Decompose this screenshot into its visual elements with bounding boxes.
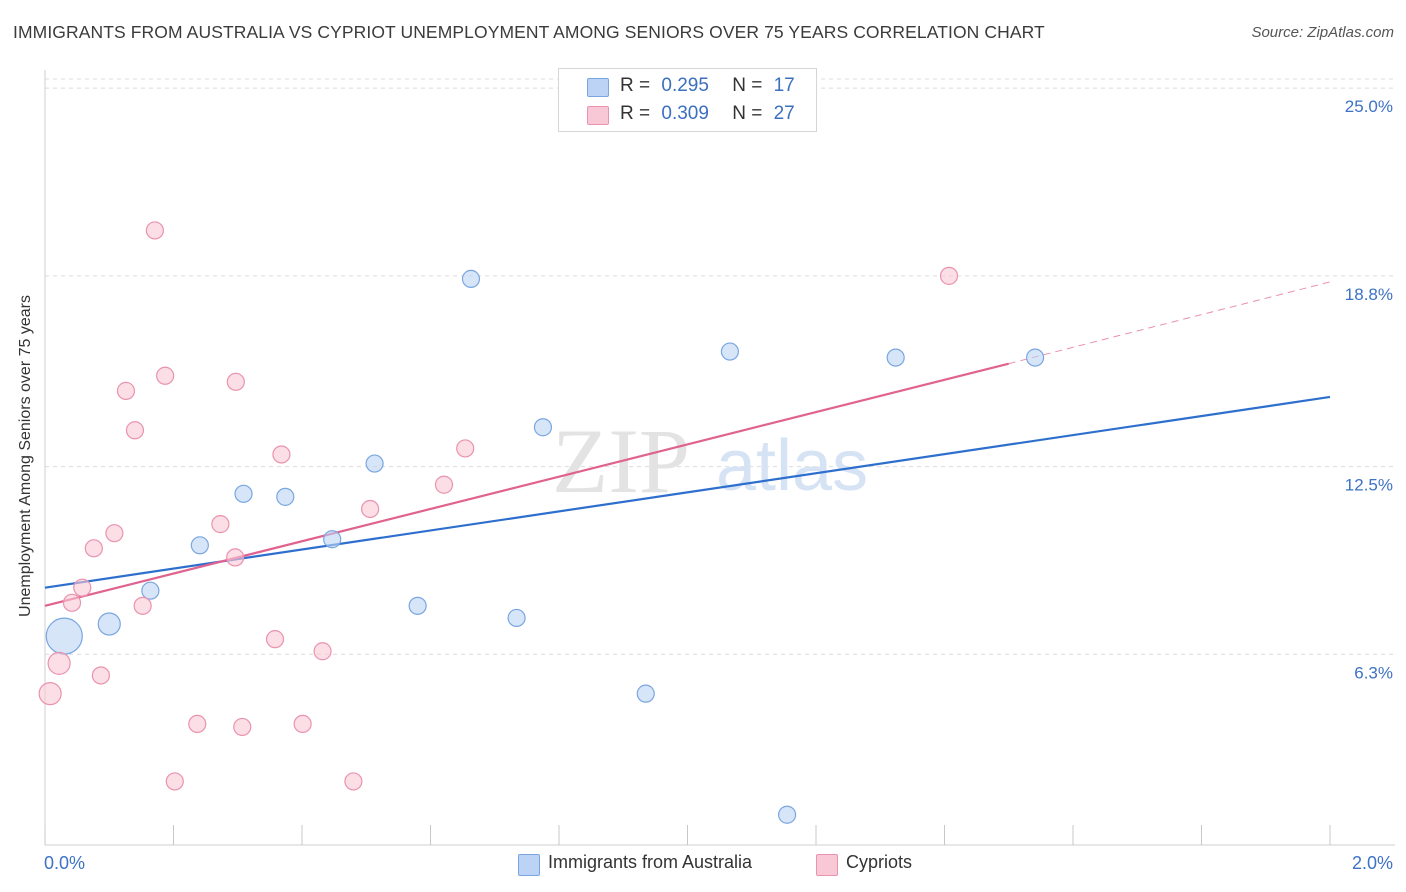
blue-point xyxy=(365,454,384,473)
pink-point xyxy=(434,475,454,494)
australia-swatch xyxy=(587,78,609,97)
pink-point xyxy=(91,666,110,685)
pink-point xyxy=(361,499,380,519)
x-tick-label: 2.0% xyxy=(1352,853,1393,873)
pink-point xyxy=(84,539,103,558)
n-value: 17 xyxy=(773,75,795,96)
pink-point xyxy=(265,630,285,649)
blue-point xyxy=(461,269,481,288)
legend-item-australia[interactable]: Immigrants from Australia xyxy=(518,852,753,876)
blue-point xyxy=(533,418,553,437)
cypriots-swatch xyxy=(587,106,609,125)
pink-point xyxy=(125,421,145,440)
gridlines xyxy=(45,78,1395,655)
blue-point xyxy=(1025,348,1045,367)
blue-point xyxy=(97,612,121,636)
pink-point xyxy=(293,714,312,734)
pink-point xyxy=(156,366,175,385)
stats-row-cypriots: R = 0.309 N = 27 xyxy=(587,103,795,125)
r-value: 0.309 xyxy=(661,103,709,124)
r-label: R = xyxy=(620,75,651,96)
pink-point xyxy=(188,714,207,734)
pink-point xyxy=(105,524,124,543)
trend-lines xyxy=(44,281,1331,607)
legend-swatch-australia xyxy=(518,854,540,876)
blue-point xyxy=(636,684,655,703)
blue-point xyxy=(720,342,740,361)
blue-point xyxy=(777,805,797,824)
r-label: R = xyxy=(620,103,651,124)
pink-point xyxy=(939,266,959,285)
n-label: N = xyxy=(732,103,763,124)
pink-point xyxy=(38,682,62,706)
blue-trend-line xyxy=(44,395,1331,589)
pink-point xyxy=(456,439,475,458)
legend-label-australia: Immigrants from Australia xyxy=(548,852,753,872)
pink-point xyxy=(233,717,252,737)
pink-point xyxy=(344,772,363,791)
pink-point xyxy=(165,772,184,791)
pink-point xyxy=(272,445,291,464)
x-tick-label: 0.0% xyxy=(44,853,85,873)
blue-point xyxy=(323,530,342,549)
pink-point xyxy=(226,548,245,567)
pink-point xyxy=(116,381,136,400)
data-points xyxy=(38,221,1045,824)
y-tick-label: 12.5% xyxy=(1345,476,1393,495)
y-tick-label: 18.8% xyxy=(1345,285,1393,304)
y-axis-label: Unemployment Among Seniors over 75 years xyxy=(17,295,34,617)
blue-point xyxy=(45,617,83,655)
pink-point xyxy=(226,372,245,391)
r-value: 0.295 xyxy=(661,75,709,96)
chart-title: IMMIGRANTS FROM AUSTRALIA VS CYPRIOT UNE… xyxy=(13,22,1045,42)
blue-point xyxy=(276,487,295,506)
source-credit: Source: ZipAtlas.com xyxy=(1251,24,1394,41)
pink-point xyxy=(145,221,164,240)
tick-labels: 6.3% 12.5% 18.8% 25.0% 0.0% 2.0% xyxy=(44,97,1393,873)
pink-point xyxy=(133,596,152,615)
pink-trend-line xyxy=(44,362,1010,607)
pink-point xyxy=(62,593,82,612)
pink-point xyxy=(313,642,332,661)
y-tick-label: 6.3% xyxy=(1354,663,1393,682)
watermark-atlas: atlas xyxy=(716,426,868,506)
stats-row-australia: R = 0.295 N = 17 xyxy=(587,75,795,97)
blue-point xyxy=(141,581,160,600)
watermark: ZIP atlas xyxy=(552,410,868,512)
y-tick-label: 25.0% xyxy=(1345,97,1393,116)
legend-item-cypriots[interactable]: Cypriots xyxy=(816,852,913,876)
pink-point xyxy=(47,651,71,675)
axes xyxy=(44,70,1395,846)
n-label: N = xyxy=(732,75,763,96)
pink-point xyxy=(211,515,230,534)
blue-point xyxy=(190,536,209,555)
pink-trend-extension xyxy=(1008,281,1331,365)
blue-point xyxy=(408,596,427,615)
pink-point xyxy=(73,578,92,597)
legend-swatch-cypriots xyxy=(816,854,838,876)
blue-point xyxy=(507,608,526,628)
legend-label-cypriots: Cypriots xyxy=(846,852,913,872)
n-value: 27 xyxy=(773,103,795,124)
blue-point xyxy=(234,484,253,503)
blue-point xyxy=(886,348,905,367)
stats-box: R = 0.295 N = 17 R = 0.309 N = 27 xyxy=(558,68,817,132)
